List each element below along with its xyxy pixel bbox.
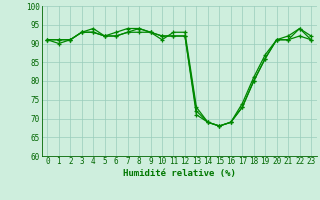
X-axis label: Humidité relative (%): Humidité relative (%) [123,169,236,178]
